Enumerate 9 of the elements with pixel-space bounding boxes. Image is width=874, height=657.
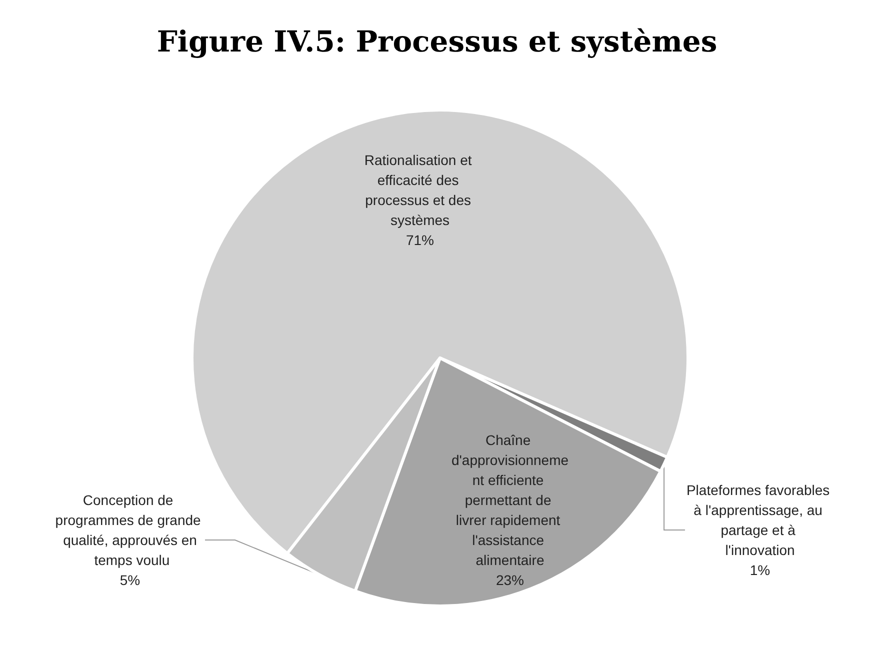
data-label: 5% (120, 572, 140, 588)
data-label: 71% (406, 232, 434, 248)
data-label: 1% (750, 562, 770, 578)
slice-label: Chaîne d'approvisionnement efficiente permettant de livrer rapidement l'assistance alimentaire (451, 432, 569, 568)
slice-label: Rationalisation et efficacité des processus et des systèmes (364, 152, 476, 228)
slice-label: Conception de programmes de grande qualité, approuvés en temps voulu (55, 492, 205, 568)
data-label: 23% (496, 572, 524, 588)
slice-label: Plateformes favorables à l'apprentissage, au partage et à l'innovation (686, 482, 834, 558)
chart-title: Figure IV.5: Processus et systèmes (156, 24, 718, 58)
